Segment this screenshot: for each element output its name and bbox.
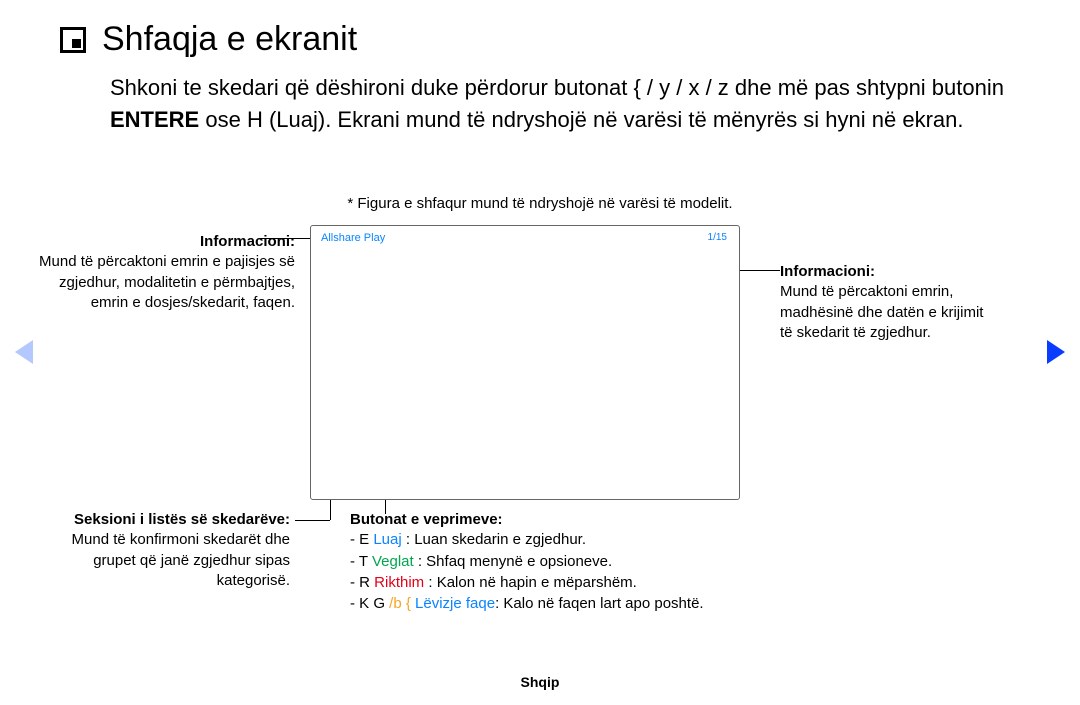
body-post: ose H (Luaj). Ekrani mund të ndryshojë n… — [199, 107, 963, 132]
next-page-arrow[interactable] — [1047, 340, 1065, 364]
a1-k: - E — [350, 531, 373, 548]
footer-language: Shqip — [0, 674, 1080, 690]
actions-row-1: - E Luaj : Luan skedarin e zgjedhur. — [350, 530, 910, 550]
actions-hd: Butonat e veprimeve: — [350, 510, 910, 530]
a2-k: - T — [350, 553, 372, 570]
bullet-icon — [60, 27, 86, 53]
info-left-hd: Informacioni: — [200, 233, 295, 250]
actions-row-4: - K G /b { Lëvizje faqe: Kalo në faqen l… — [350, 594, 910, 614]
filelist-callout: Seksioni i listës së skedarëve: Mund të … — [55, 510, 290, 591]
a3-k: - R — [350, 574, 374, 591]
a3-r: : Kalon në hapin e mëparshëm. — [428, 574, 636, 591]
actions-row-3: - R Rikthim : Kalon në hapin e mëparshëm… — [350, 573, 910, 593]
screen-mock: Allshare Play 1/15 — [310, 225, 740, 500]
page-title: Shfaqja e ekranit — [102, 20, 357, 59]
a1-r: : Luan skedarin e zgjedhur. — [406, 531, 586, 548]
connector — [740, 270, 780, 271]
prev-page-arrow[interactable] — [15, 340, 33, 364]
model-caption: * Figura e shfaqur mund të ndryshojë në … — [0, 195, 1080, 212]
a4-r: : Kalo në faqen lart apo poshtë. — [495, 595, 703, 612]
connector — [260, 238, 310, 239]
info-left-txt: Mund të përcaktoni emrin e pajisjes së z… — [39, 253, 295, 311]
info-right-hd: Informacioni: — [780, 263, 875, 280]
connector — [385, 500, 386, 514]
body-pre: Shkoni te skedari që dëshironi duke përd… — [110, 75, 1004, 100]
a2-r: : Shfaq menynë e opsioneve. — [418, 553, 612, 570]
filelist-txt: Mund të konfirmoni skedarët dhe grupet q… — [72, 531, 290, 589]
actions-callout: Butonat e veprimeve: - E Luaj : Luan ske… — [350, 510, 910, 615]
info-right: Informacioni: Mund të përcaktoni emrin, … — [780, 262, 1000, 343]
info-right-txt: Mund të përcaktoni emrin, madhësinë dhe … — [780, 283, 983, 341]
body-paragraph: Shkoni te skedari që dëshironi duke përd… — [110, 72, 1010, 136]
connector — [295, 520, 330, 521]
filelist-hd: Seksioni i listës së skedarëve: — [74, 511, 290, 528]
a2-cw: Veglat — [372, 553, 414, 570]
a3-cw: Rikthim — [374, 574, 424, 591]
info-left: Informacioni: Mund të përcaktoni emrin e… — [35, 232, 295, 313]
body-enter: ENTERE — [110, 107, 199, 132]
a1-cw: Luaj — [373, 531, 401, 548]
screen-pager: 1/15 — [708, 232, 727, 243]
actions-row-2: - T Veglat : Shfaq menynë e opsioneve. — [350, 552, 910, 572]
a4-k: - K G — [350, 595, 389, 612]
screen-header: Allshare Play — [321, 232, 385, 244]
connector — [330, 500, 331, 520]
a4-cw: Lëvizje faqe — [415, 595, 495, 612]
a4-mid: /b { — [389, 595, 415, 612]
